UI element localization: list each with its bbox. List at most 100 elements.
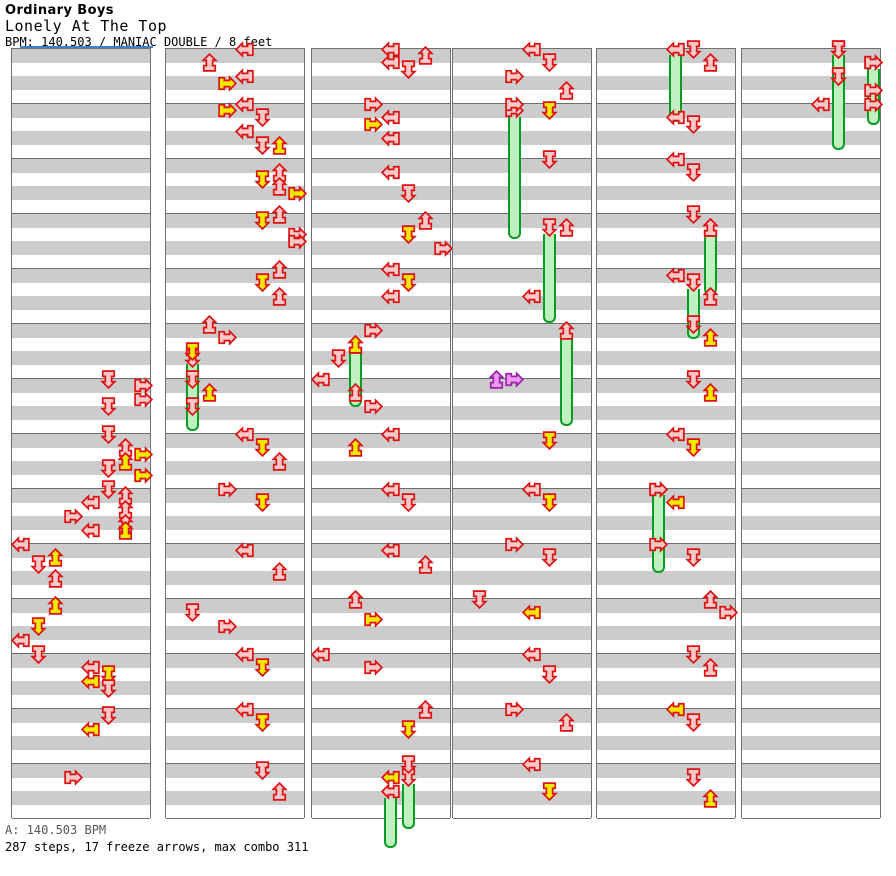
beat-band [12, 351, 150, 365]
beat-band [166, 584, 304, 598]
beat-band [742, 269, 880, 283]
beat-band [12, 117, 150, 131]
beat-band [597, 296, 735, 310]
freeze-arrow-body [185, 364, 199, 432]
measure [453, 159, 591, 214]
beat-band [312, 489, 450, 503]
measure [453, 489, 591, 544]
beat-band [597, 76, 735, 90]
beat-band [742, 324, 880, 338]
measure [12, 654, 150, 709]
beat-band [597, 791, 735, 805]
measure [453, 269, 591, 324]
beat-band [312, 282, 450, 296]
beat-band [742, 639, 880, 653]
beat-band [166, 764, 304, 778]
beat-band [312, 337, 450, 351]
beat-band [742, 571, 880, 585]
beat-band [597, 254, 735, 268]
beat-band [312, 379, 450, 393]
freeze-arrow-body [669, 55, 683, 122]
beat-band [453, 227, 591, 241]
beat-band [597, 654, 735, 668]
beat-band [453, 406, 591, 420]
beat-band [742, 337, 880, 351]
beat-band [453, 172, 591, 186]
beat-band [453, 62, 591, 76]
beat-band [166, 709, 304, 723]
measure [742, 49, 880, 104]
beat-band [312, 76, 450, 90]
measure [312, 159, 450, 214]
measure [312, 269, 450, 324]
measure [312, 599, 450, 654]
measure [597, 709, 735, 764]
measure [166, 599, 304, 654]
beat-band [453, 626, 591, 640]
beat-band [12, 557, 150, 571]
beat-band [453, 447, 591, 461]
beat-band [742, 654, 880, 668]
beat-band [453, 131, 591, 145]
measure [12, 434, 150, 489]
measure [597, 654, 735, 709]
stepchart-panel [311, 40, 453, 848]
beat-band [12, 764, 150, 778]
measure [453, 654, 591, 709]
beat-band [597, 309, 735, 323]
freeze-arrow-cap [185, 424, 199, 432]
measure [453, 544, 591, 599]
beat-band [312, 49, 450, 63]
beat-band [12, 516, 150, 530]
beat-band [312, 309, 450, 323]
measure [453, 379, 591, 434]
beat-band [312, 722, 450, 736]
stepchart-panel [11, 48, 153, 819]
beat-band [12, 131, 150, 145]
beat-band [12, 392, 150, 406]
beat-band [312, 227, 450, 241]
measure [12, 544, 150, 599]
beat-band [453, 722, 591, 736]
beat-band [597, 419, 735, 433]
beat-band [12, 159, 150, 173]
beat-band [166, 269, 304, 283]
beat-band [312, 584, 450, 598]
freeze-arrow-body [384, 797, 398, 848]
beat-band [742, 296, 880, 310]
beat-band [742, 419, 880, 433]
beat-band [597, 379, 735, 393]
beat-band [312, 804, 450, 818]
measure [742, 324, 880, 379]
beat-band [453, 544, 591, 558]
measure [453, 214, 591, 269]
beat-band [12, 639, 150, 653]
beat-band [166, 626, 304, 640]
freeze-arrow-body [560, 336, 574, 426]
beat-band [166, 296, 304, 310]
beat-band [453, 254, 591, 268]
beat-band [12, 227, 150, 241]
beat-band [453, 749, 591, 763]
freeze-arrow-body [401, 783, 415, 829]
accent-rule [20, 46, 153, 48]
beat-band [166, 722, 304, 736]
beat-band [742, 379, 880, 393]
beat-band [166, 199, 304, 213]
beat-band [453, 419, 591, 433]
beat-band [166, 502, 304, 516]
beat-band [742, 612, 880, 626]
stepchart-panel [452, 40, 592, 819]
beat-band [312, 406, 450, 420]
beat-band [742, 241, 880, 255]
beat-band [742, 131, 880, 145]
beat-band [597, 406, 735, 420]
beat-band [312, 791, 450, 805]
measure [166, 434, 304, 489]
beat-band [166, 172, 304, 186]
beat-band [453, 351, 591, 365]
beat-band [12, 337, 150, 351]
bpm-summary: A: 140.503 BPM [5, 823, 107, 837]
beat-band [597, 749, 735, 763]
beat-band [12, 241, 150, 255]
